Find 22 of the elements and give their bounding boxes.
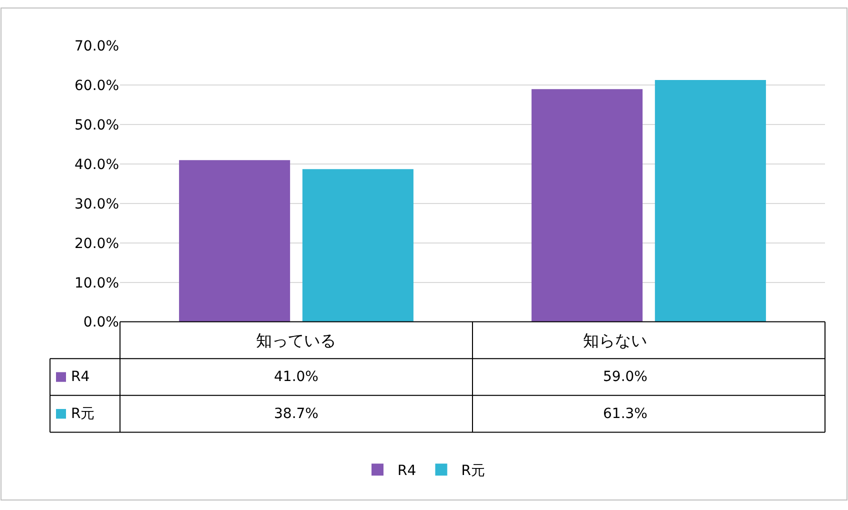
text: R元 [71,406,95,422]
data-label: 41.0% [274,369,318,385]
y-tick-label: 50.0% [74,118,119,134]
x-tick-label: 知っている [256,331,336,350]
bar [179,160,290,322]
data-label: 59.0% [603,369,648,385]
data-label: 38.7% [274,406,318,422]
x-tick-label: 知らない [583,331,647,350]
data-label: 61.3% [603,406,648,422]
y-tick-label: 0.0% [83,314,119,331]
y-tick-label: 60.0% [74,78,119,94]
y-tick-label: 10.0% [74,275,119,292]
y-tick-label: 40.0% [74,156,119,173]
y-tick-label: 20.0% [74,236,119,252]
bar [654,80,766,322]
legend-label: R4 [71,369,90,385]
y-tick-label: 70.0% [74,38,119,55]
bar [532,89,643,322]
legend-label: R元 [461,463,485,480]
bar [302,169,414,322]
y-tick-label: 30.0% [74,196,119,212]
text: R4 [398,463,416,480]
